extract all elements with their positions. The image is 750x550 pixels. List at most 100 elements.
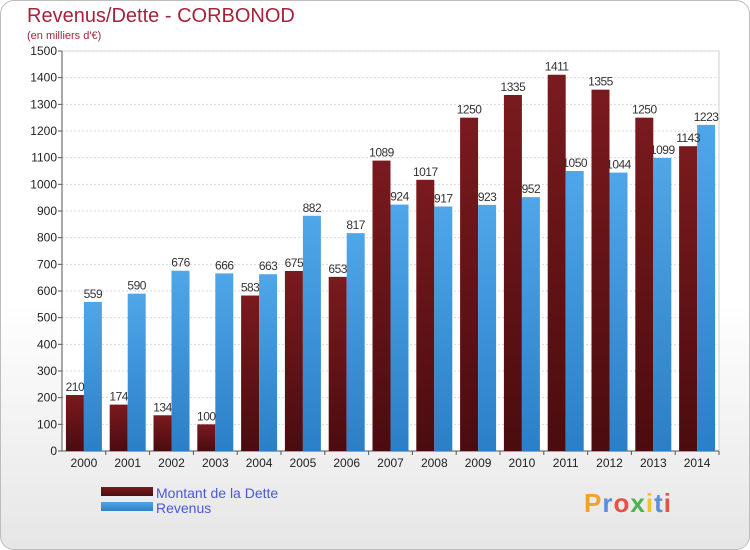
x-tick-label: 2000	[71, 456, 98, 470]
bar-revenus	[521, 197, 540, 451]
legend-swatch-dette	[101, 487, 153, 496]
y-tick-label: 1000	[30, 177, 57, 191]
data-label: 1044	[606, 158, 632, 172]
y-tick-label: 500	[37, 311, 57, 325]
bar-dette	[547, 74, 566, 451]
data-label: 1411	[545, 60, 570, 74]
legend-swatch-revenus	[101, 502, 153, 511]
bar-revenus	[653, 157, 672, 451]
x-tick-label: 2013	[640, 456, 667, 470]
x-tick-label: 2011	[553, 456, 579, 470]
data-label: 1050	[562, 156, 588, 170]
data-label: 653	[328, 262, 347, 276]
data-label: 174	[109, 390, 128, 404]
y-tick-label: 0	[50, 444, 57, 458]
data-label: 882	[303, 201, 322, 215]
bar-revenus	[127, 293, 146, 451]
y-tick-label: 300	[37, 364, 57, 378]
bar-dette	[460, 117, 479, 452]
bar-dette	[153, 415, 172, 451]
y-tick-label: 200	[37, 391, 57, 405]
bar-revenus	[478, 204, 497, 451]
y-tick-label: 900	[37, 204, 57, 218]
bar-revenus	[259, 274, 278, 451]
data-label: 1089	[369, 146, 395, 160]
y-tick-label: 600	[37, 284, 57, 298]
bar-dette	[679, 146, 698, 451]
y-tick-label: 1100	[31, 151, 57, 165]
bar-revenus	[346, 233, 365, 451]
legend-label-dette: Montant de la Dette	[156, 485, 279, 501]
data-label: 1099	[650, 143, 676, 157]
bar-dette	[109, 404, 128, 451]
bar-revenus	[83, 301, 102, 451]
x-tick-label: 2003	[202, 456, 229, 470]
bar-dette	[372, 160, 391, 451]
data-label: 663	[259, 259, 278, 273]
data-label: 100	[197, 409, 216, 423]
y-tick-label: 1200	[30, 124, 57, 138]
y-tick-label: 1300	[30, 97, 57, 111]
bar-dette	[65, 395, 84, 451]
data-label: 1017	[413, 165, 439, 179]
x-tick-label: 2014	[684, 456, 711, 470]
data-label: 134	[153, 400, 172, 414]
data-label: 590	[127, 279, 146, 293]
legend-label-revenus: Revenus	[156, 500, 212, 516]
bar-dette	[416, 179, 435, 452]
y-tick-label: 1400	[30, 71, 57, 85]
x-tick-label: 2010	[509, 456, 536, 470]
chart-subtitle: (en milliers d'€)	[27, 30, 102, 42]
data-label: 1250	[632, 103, 658, 117]
bar-revenus	[434, 206, 453, 451]
y-tick-label: 800	[37, 231, 57, 245]
data-label: 675	[285, 256, 304, 270]
x-tick-label: 2007	[377, 456, 404, 470]
proxiti-logo: Proxiti	[584, 488, 672, 518]
bar-dette	[635, 117, 654, 452]
data-label: 817	[346, 218, 365, 232]
bar-dette	[328, 276, 347, 451]
data-label: 1335	[501, 80, 527, 94]
x-tick-label: 2009	[465, 456, 492, 470]
bar-revenus	[697, 124, 716, 451]
y-tick-label: 400	[37, 337, 57, 351]
data-label: 666	[215, 258, 234, 272]
data-label: 917	[434, 191, 453, 205]
y-tick-label: 100	[37, 417, 57, 431]
data-label: 923	[478, 190, 497, 204]
data-label: 1250	[457, 103, 483, 117]
bar-revenus	[609, 172, 628, 451]
chart-title: Revenus/Dette - CORBONOD	[27, 5, 295, 27]
x-tick-label: 2002	[158, 456, 185, 470]
x-tick-label: 2006	[333, 456, 360, 470]
bar-revenus	[390, 204, 409, 451]
bar-revenus	[302, 215, 321, 451]
bar-revenus	[565, 171, 584, 451]
x-tick-label: 2012	[596, 456, 623, 470]
bar-dette	[241, 295, 260, 451]
bar-dette	[503, 95, 522, 451]
bar-dette	[591, 89, 610, 452]
data-label: 676	[171, 256, 190, 270]
bar-revenus	[215, 273, 234, 451]
data-label: 952	[522, 182, 541, 196]
data-label: 1223	[694, 110, 720, 124]
bar-revenus	[171, 270, 190, 451]
data-label: 210	[66, 380, 85, 394]
data-label: 583	[241, 281, 260, 295]
x-tick-label: 2004	[246, 456, 273, 470]
data-label: 559	[84, 287, 103, 301]
bar-dette	[284, 271, 303, 451]
x-tick-label: 2005	[290, 456, 317, 470]
y-tick-label: 700	[37, 257, 57, 271]
data-label: 1355	[588, 75, 614, 89]
data-label: 1143	[676, 131, 701, 145]
x-tick-label: 2008	[421, 456, 448, 470]
x-tick-label: 2001	[114, 456, 141, 470]
data-label: 924	[390, 190, 409, 204]
bar-dette	[197, 424, 216, 451]
y-tick-label: 1500	[30, 44, 57, 58]
